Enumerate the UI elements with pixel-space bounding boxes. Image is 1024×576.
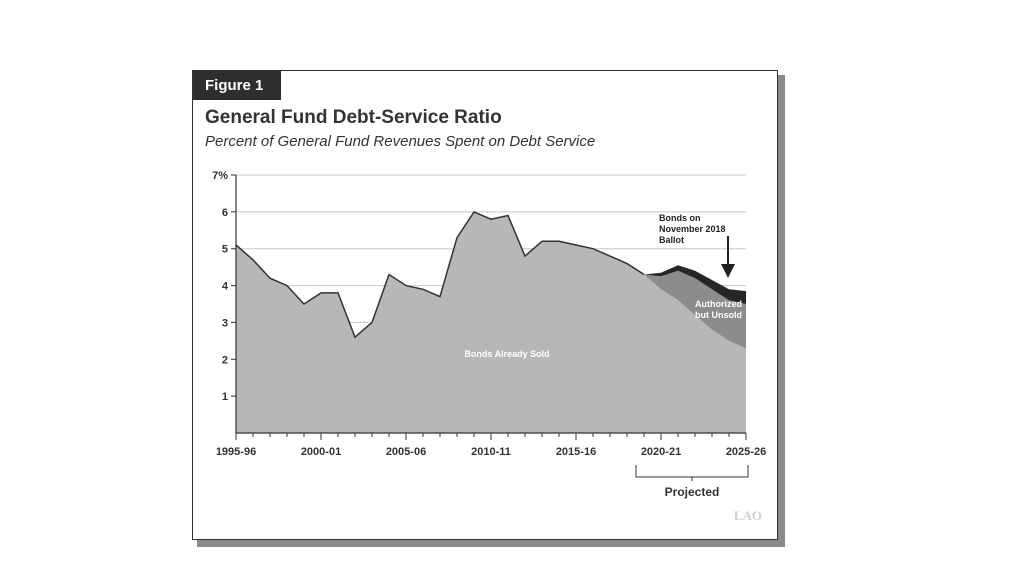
- annotation-arrow-head: [721, 264, 735, 278]
- x-tick-label: 2015-16: [556, 446, 596, 458]
- annotation-label: but Unsold: [695, 310, 742, 320]
- lao-logo: LAO: [734, 508, 762, 523]
- x-tick-label: 2010-11: [471, 446, 511, 458]
- x-tick-label: 2020-21: [641, 446, 681, 458]
- x-tick-label: 2025-26: [726, 446, 766, 458]
- annotation-label: November 2018: [659, 224, 726, 234]
- chart-subtitle: Percent of General Fund Revenues Spent o…: [205, 133, 596, 150]
- y-tick-label: 2: [222, 354, 228, 366]
- projected-label: Projected: [665, 485, 720, 499]
- y-tick-label: 5: [222, 244, 228, 256]
- area-series-1: [236, 211, 746, 433]
- y-tick-label: 1: [222, 391, 228, 403]
- y-tick-label: 6: [222, 207, 228, 219]
- annotation-label: Bonds Already Sold: [464, 349, 549, 359]
- x-tick-label: 1995-96: [216, 446, 256, 458]
- projected-bracket: [635, 465, 749, 478]
- chart-title: General Fund Debt-Service Ratio: [205, 107, 502, 128]
- annotation-label: Bonds on: [659, 213, 701, 223]
- area-series-2: [644, 270, 746, 349]
- figure-tag: Figure 1: [193, 71, 281, 100]
- y-tick-label: 3: [222, 317, 228, 329]
- area-series-3: [644, 265, 746, 304]
- y-tick-label: 4: [222, 281, 229, 293]
- x-tick-label: 2000-01: [301, 446, 341, 458]
- x-tick-label: 2005-06: [386, 446, 426, 458]
- historical-line: [235, 210, 645, 339]
- annotation-label: Ballot: [659, 235, 684, 245]
- annotation-label: Authorized: [695, 299, 742, 309]
- y-tick-label: 7%: [212, 170, 228, 182]
